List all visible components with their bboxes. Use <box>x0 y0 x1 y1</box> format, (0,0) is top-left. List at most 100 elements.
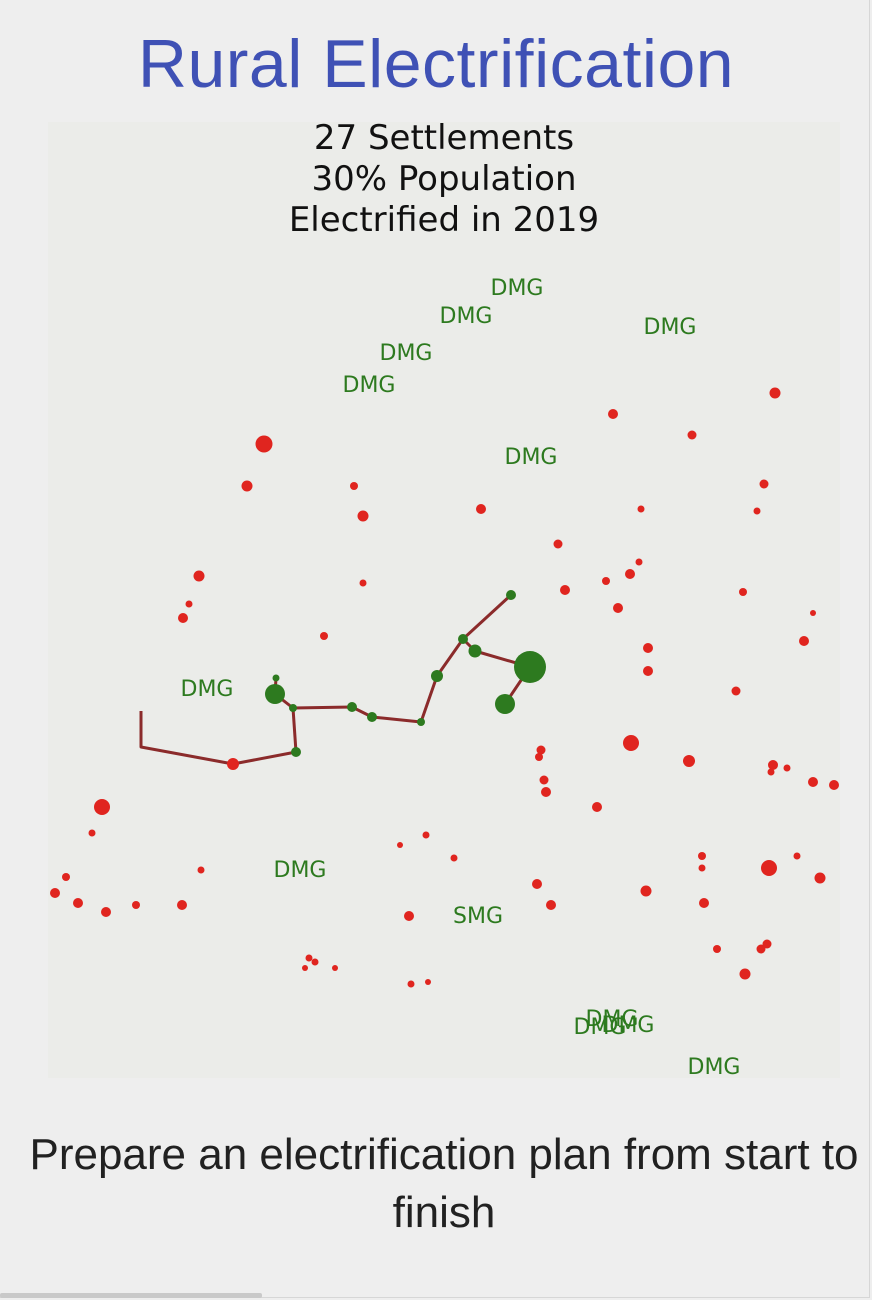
unelectrified-settlement <box>178 613 188 623</box>
unelectrified-settlement <box>739 968 751 980</box>
unelectrified-settlement <box>302 965 308 971</box>
unelectrified-settlement <box>739 588 747 596</box>
grid-type-label: DMG <box>440 304 493 329</box>
unelectrified-settlement <box>305 954 313 962</box>
unelectrified-settlement <box>397 842 403 848</box>
unelectrified-settlement <box>350 482 358 490</box>
unelectrified-settlement <box>185 600 193 608</box>
unelectrified-settlement <box>756 944 766 954</box>
unelectrified-settlement <box>193 570 205 582</box>
unelectrified-settlement <box>699 898 709 908</box>
unelectrified-settlement <box>635 558 643 566</box>
unelectrified-settlement <box>227 758 239 770</box>
unelectrified-settlement <box>535 753 543 761</box>
electrified-settlement <box>347 702 357 712</box>
map-heading: 27 Settlements 30% Population Electrifie… <box>0 118 872 241</box>
electrified-settlement <box>495 694 515 714</box>
unelectrified-settlement <box>73 898 83 908</box>
grid-type-label: DMG <box>491 276 544 301</box>
unelectrified-settlement <box>94 799 110 815</box>
grid-type-label: DMG <box>688 1055 741 1078</box>
unelectrified-settlement <box>753 507 761 515</box>
unelectrified-settlement <box>404 911 414 921</box>
card-caption: Prepare an electrification plan from sta… <box>29 1130 859 1237</box>
unelectrified-settlement <box>592 802 602 812</box>
unelectrified-settlement <box>783 764 791 772</box>
grid-type-label: DMG <box>380 341 433 366</box>
network-line <box>461 637 532 705</box>
unelectrified-settlement <box>640 885 652 897</box>
unelectrified-settlement <box>713 945 721 953</box>
unelectrified-settlement <box>762 939 772 949</box>
unelectrified-settlement <box>793 852 801 860</box>
unelectrified-settlement <box>553 539 563 549</box>
grid-type-label: DMG <box>505 445 558 470</box>
map-heading-line-2: 30% Population <box>311 159 577 199</box>
unelectrified-settlement <box>687 430 697 440</box>
unelectrified-settlement <box>88 829 96 837</box>
unelectrified-settlement <box>422 831 430 839</box>
grid-type-label: DMG <box>602 1013 655 1038</box>
unelectrified-settlement <box>829 780 839 790</box>
unelectrified-settlement <box>560 585 570 595</box>
grid-type-label: DMG <box>644 315 697 340</box>
unelectrified-settlement <box>532 879 542 889</box>
unelectrified-settlement <box>799 636 809 646</box>
unelectrified-settlement <box>101 907 111 917</box>
unelectrified-settlement <box>425 979 431 985</box>
electrified-settlement <box>289 704 297 712</box>
unelectrified-settlement <box>759 479 769 489</box>
unelectrified-settlement <box>698 852 706 860</box>
grid-type-label: DMG <box>274 858 327 883</box>
electrified-settlement <box>272 674 280 682</box>
grid-type-label: SMG <box>453 904 503 929</box>
scroll-indicator <box>0 1293 262 1298</box>
unelectrified-settlement <box>359 579 367 587</box>
unelectrified-settlement <box>50 888 60 898</box>
unelectrified-settlement <box>541 787 551 797</box>
unelectrified-settlement <box>332 965 338 971</box>
unelectrified-settlement <box>768 760 778 770</box>
unelectrified-settlement <box>602 577 610 585</box>
electrified-settlement <box>458 634 468 644</box>
unelectrified-settlement <box>625 569 635 579</box>
electrified-settlement <box>265 684 285 704</box>
unelectrified-settlement <box>613 603 623 613</box>
unelectrified-settlement <box>311 958 319 966</box>
unelectrified-settlement <box>698 864 706 872</box>
map-heading-line-3: Electrified in 2019 <box>288 200 600 240</box>
unelectrified-settlement <box>637 505 645 513</box>
unelectrified-settlement <box>241 480 253 492</box>
electrified-settlement <box>514 651 546 683</box>
grid-type-label: DMG <box>574 1015 627 1040</box>
unelectrified-settlement <box>197 866 205 874</box>
unelectrified-settlement <box>546 900 556 910</box>
map-heading-line-1: 27 Settlements <box>313 118 575 158</box>
unelectrified-settlement <box>320 632 328 640</box>
grid-type-label: DMG <box>586 1007 639 1032</box>
unelectrified-settlement <box>761 860 777 876</box>
grid-type-label: DMG <box>181 677 234 702</box>
electrified-settlement <box>431 670 443 682</box>
electrified-settlement <box>468 644 482 658</box>
unelectrified-settlement <box>62 873 70 881</box>
unelectrified-settlement <box>357 510 369 522</box>
unelectrified-settlement <box>476 504 486 514</box>
unelectrified-settlement <box>814 872 826 884</box>
unelectrified-settlement <box>132 901 140 909</box>
grid-type-label: DMG <box>343 373 396 398</box>
unelectrified-settlement <box>450 854 458 862</box>
unelectrified-settlement <box>177 900 187 910</box>
unelectrified-settlement <box>810 610 816 616</box>
unelectrified-settlement <box>683 755 695 767</box>
unelectrified-settlement <box>643 643 653 653</box>
electrified-settlement <box>291 747 301 757</box>
electrified-settlement <box>417 718 425 726</box>
unelectrified-settlement <box>643 666 653 676</box>
electrified-settlement <box>506 590 516 600</box>
unelectrified-settlement <box>539 775 549 785</box>
unelectrified-settlement <box>808 777 818 787</box>
unelectrified-settlement <box>407 980 415 988</box>
